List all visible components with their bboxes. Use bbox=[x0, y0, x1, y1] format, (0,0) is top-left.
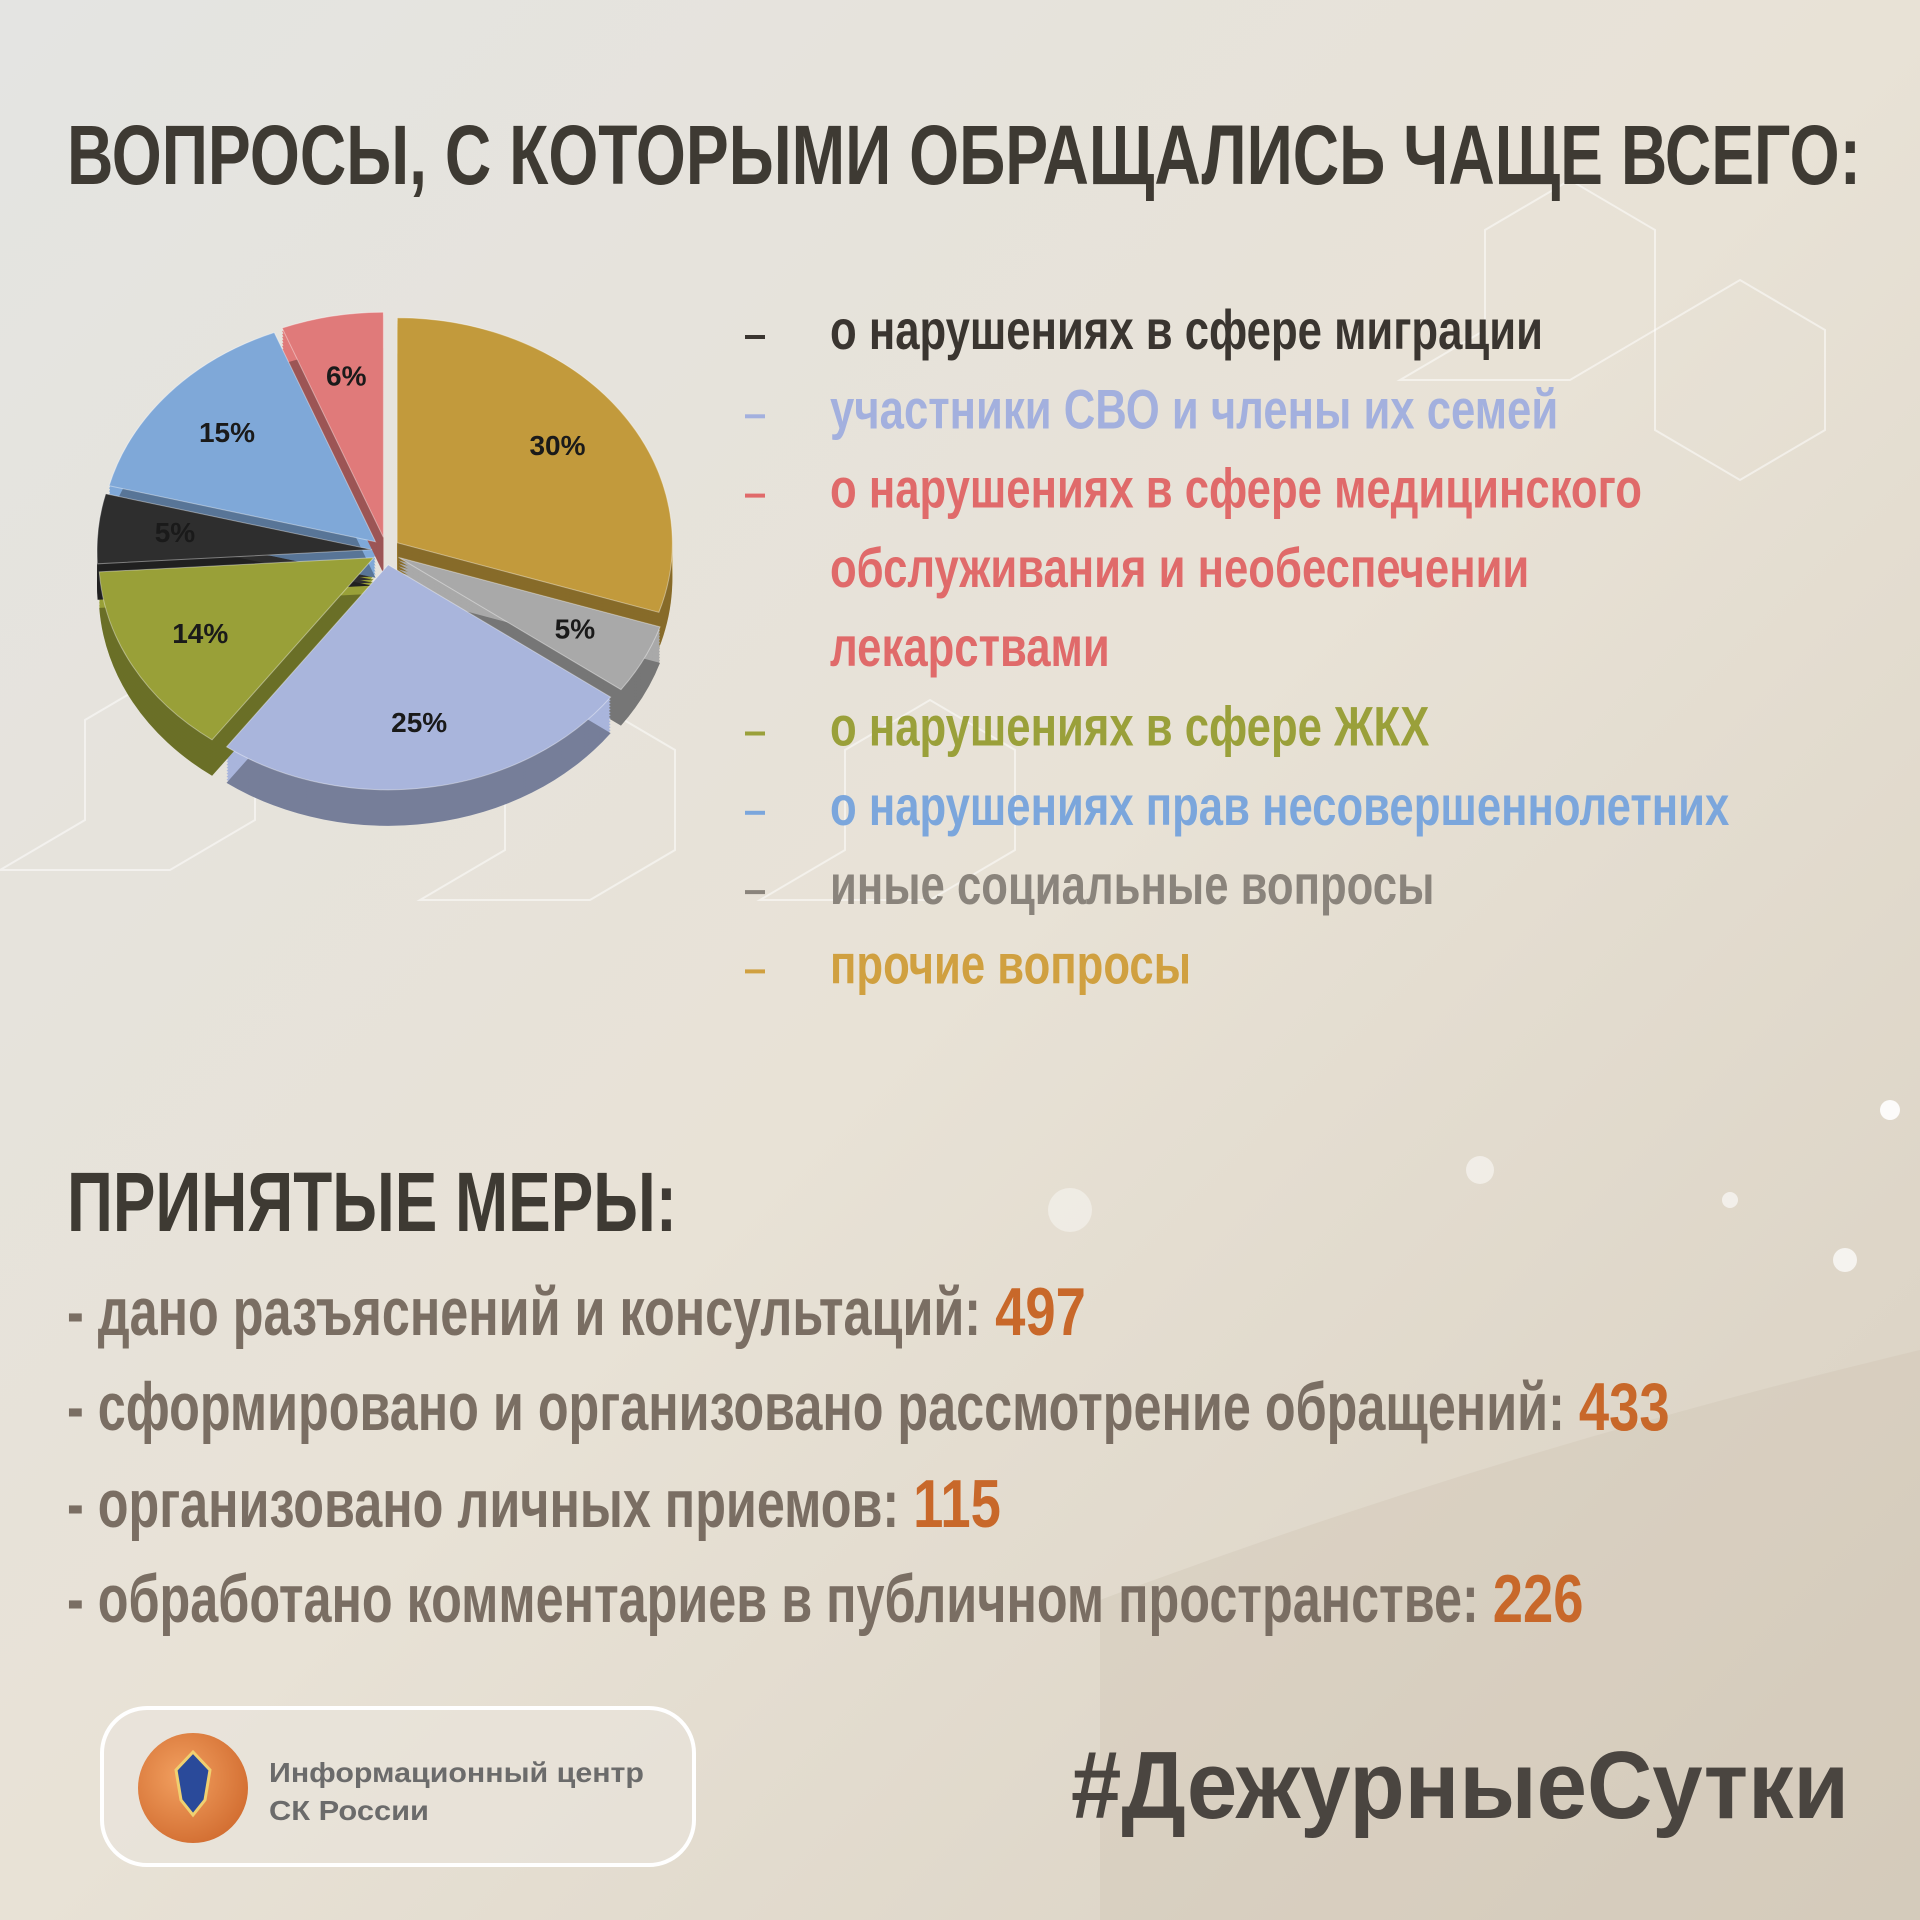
pie-label: 5% bbox=[155, 517, 196, 548]
pie-label: 15% bbox=[199, 417, 255, 448]
title: ВОПРОСЫ, С КОТОРЫМИ ОБРАЩАЛИСЬ ЧАЩЕ ВСЕГ… bbox=[67, 108, 1861, 202]
pie-slice bbox=[108, 331, 377, 543]
logo-badge bbox=[100, 1706, 696, 1867]
pie-label: 14% bbox=[172, 618, 228, 649]
pie-label: 5% bbox=[555, 613, 596, 644]
emblem-shield bbox=[174, 1749, 212, 1818]
measures-title: ПРИНЯТЫЕ МЕРЫ: bbox=[67, 1155, 677, 1249]
legend-text: о нарушениях прав несовершеннолетних bbox=[830, 774, 1729, 837]
legend-text: участники СВО и члены их семей bbox=[830, 377, 1558, 440]
org-name: Информационный центр bbox=[269, 1757, 644, 1788]
legend: о нарушениях в сфере миграции участники С… bbox=[745, 298, 1729, 995]
pie-slice bbox=[396, 317, 673, 613]
legend-text: лекарствами bbox=[830, 615, 1110, 678]
legend-text: о нарушениях в сфере миграции bbox=[830, 298, 1543, 361]
org-name: СК России bbox=[269, 1795, 429, 1826]
pie-chart: 30% 5% 25% 14% 5% 15% 6% bbox=[96, 311, 673, 826]
measures: - дано разъяснений и консультаций: 497 - с… bbox=[67, 1274, 1670, 1637]
measure-text: - дано разъяснений и консультаций: bbox=[67, 1274, 981, 1350]
legend-dash bbox=[745, 969, 765, 974]
measure-value: 433 bbox=[1579, 1369, 1670, 1445]
legend-text: о нарушениях в сфере медицинского bbox=[830, 457, 1642, 520]
legend-dash bbox=[745, 810, 765, 815]
hashtag: #ДежурныеСутки bbox=[1071, 1732, 1849, 1839]
legend-dash bbox=[745, 493, 765, 498]
measure-value: 226 bbox=[1493, 1561, 1584, 1637]
pie-slice bbox=[225, 564, 612, 791]
bokeh bbox=[1048, 1100, 1900, 1272]
pie-label: 25% bbox=[391, 707, 447, 738]
legend-dash bbox=[745, 414, 765, 419]
pie-label: 30% bbox=[529, 430, 585, 461]
measure-value: 497 bbox=[995, 1274, 1086, 1350]
hex-pattern bbox=[0, 178, 1826, 901]
legend-dash bbox=[745, 890, 765, 895]
legend-dash bbox=[745, 731, 765, 736]
legend-text: прочие вопросы bbox=[830, 932, 1191, 995]
pie-slice bbox=[281, 311, 384, 538]
pie-slice bbox=[398, 556, 661, 691]
pie-label: 6% bbox=[326, 361, 367, 392]
measure-text: - обработано комментариев в публичном пр… bbox=[67, 1561, 1479, 1637]
legend-dash bbox=[745, 335, 765, 339]
legend-text: о нарушениях в сфере ЖКХ bbox=[830, 695, 1429, 758]
pie-slice bbox=[98, 557, 375, 741]
legend-text: обслуживания и необеспечении bbox=[830, 536, 1529, 599]
measure-value: 115 bbox=[913, 1466, 1001, 1542]
pie-slice bbox=[96, 493, 373, 565]
measure-text: - организовано личных приемов: bbox=[67, 1466, 899, 1542]
background-wave bbox=[1100, 1350, 1920, 1920]
legend-text: иные социальные вопросы bbox=[830, 853, 1434, 916]
measure-text: - сформировано и организовано рассмотрен… bbox=[67, 1369, 1565, 1445]
